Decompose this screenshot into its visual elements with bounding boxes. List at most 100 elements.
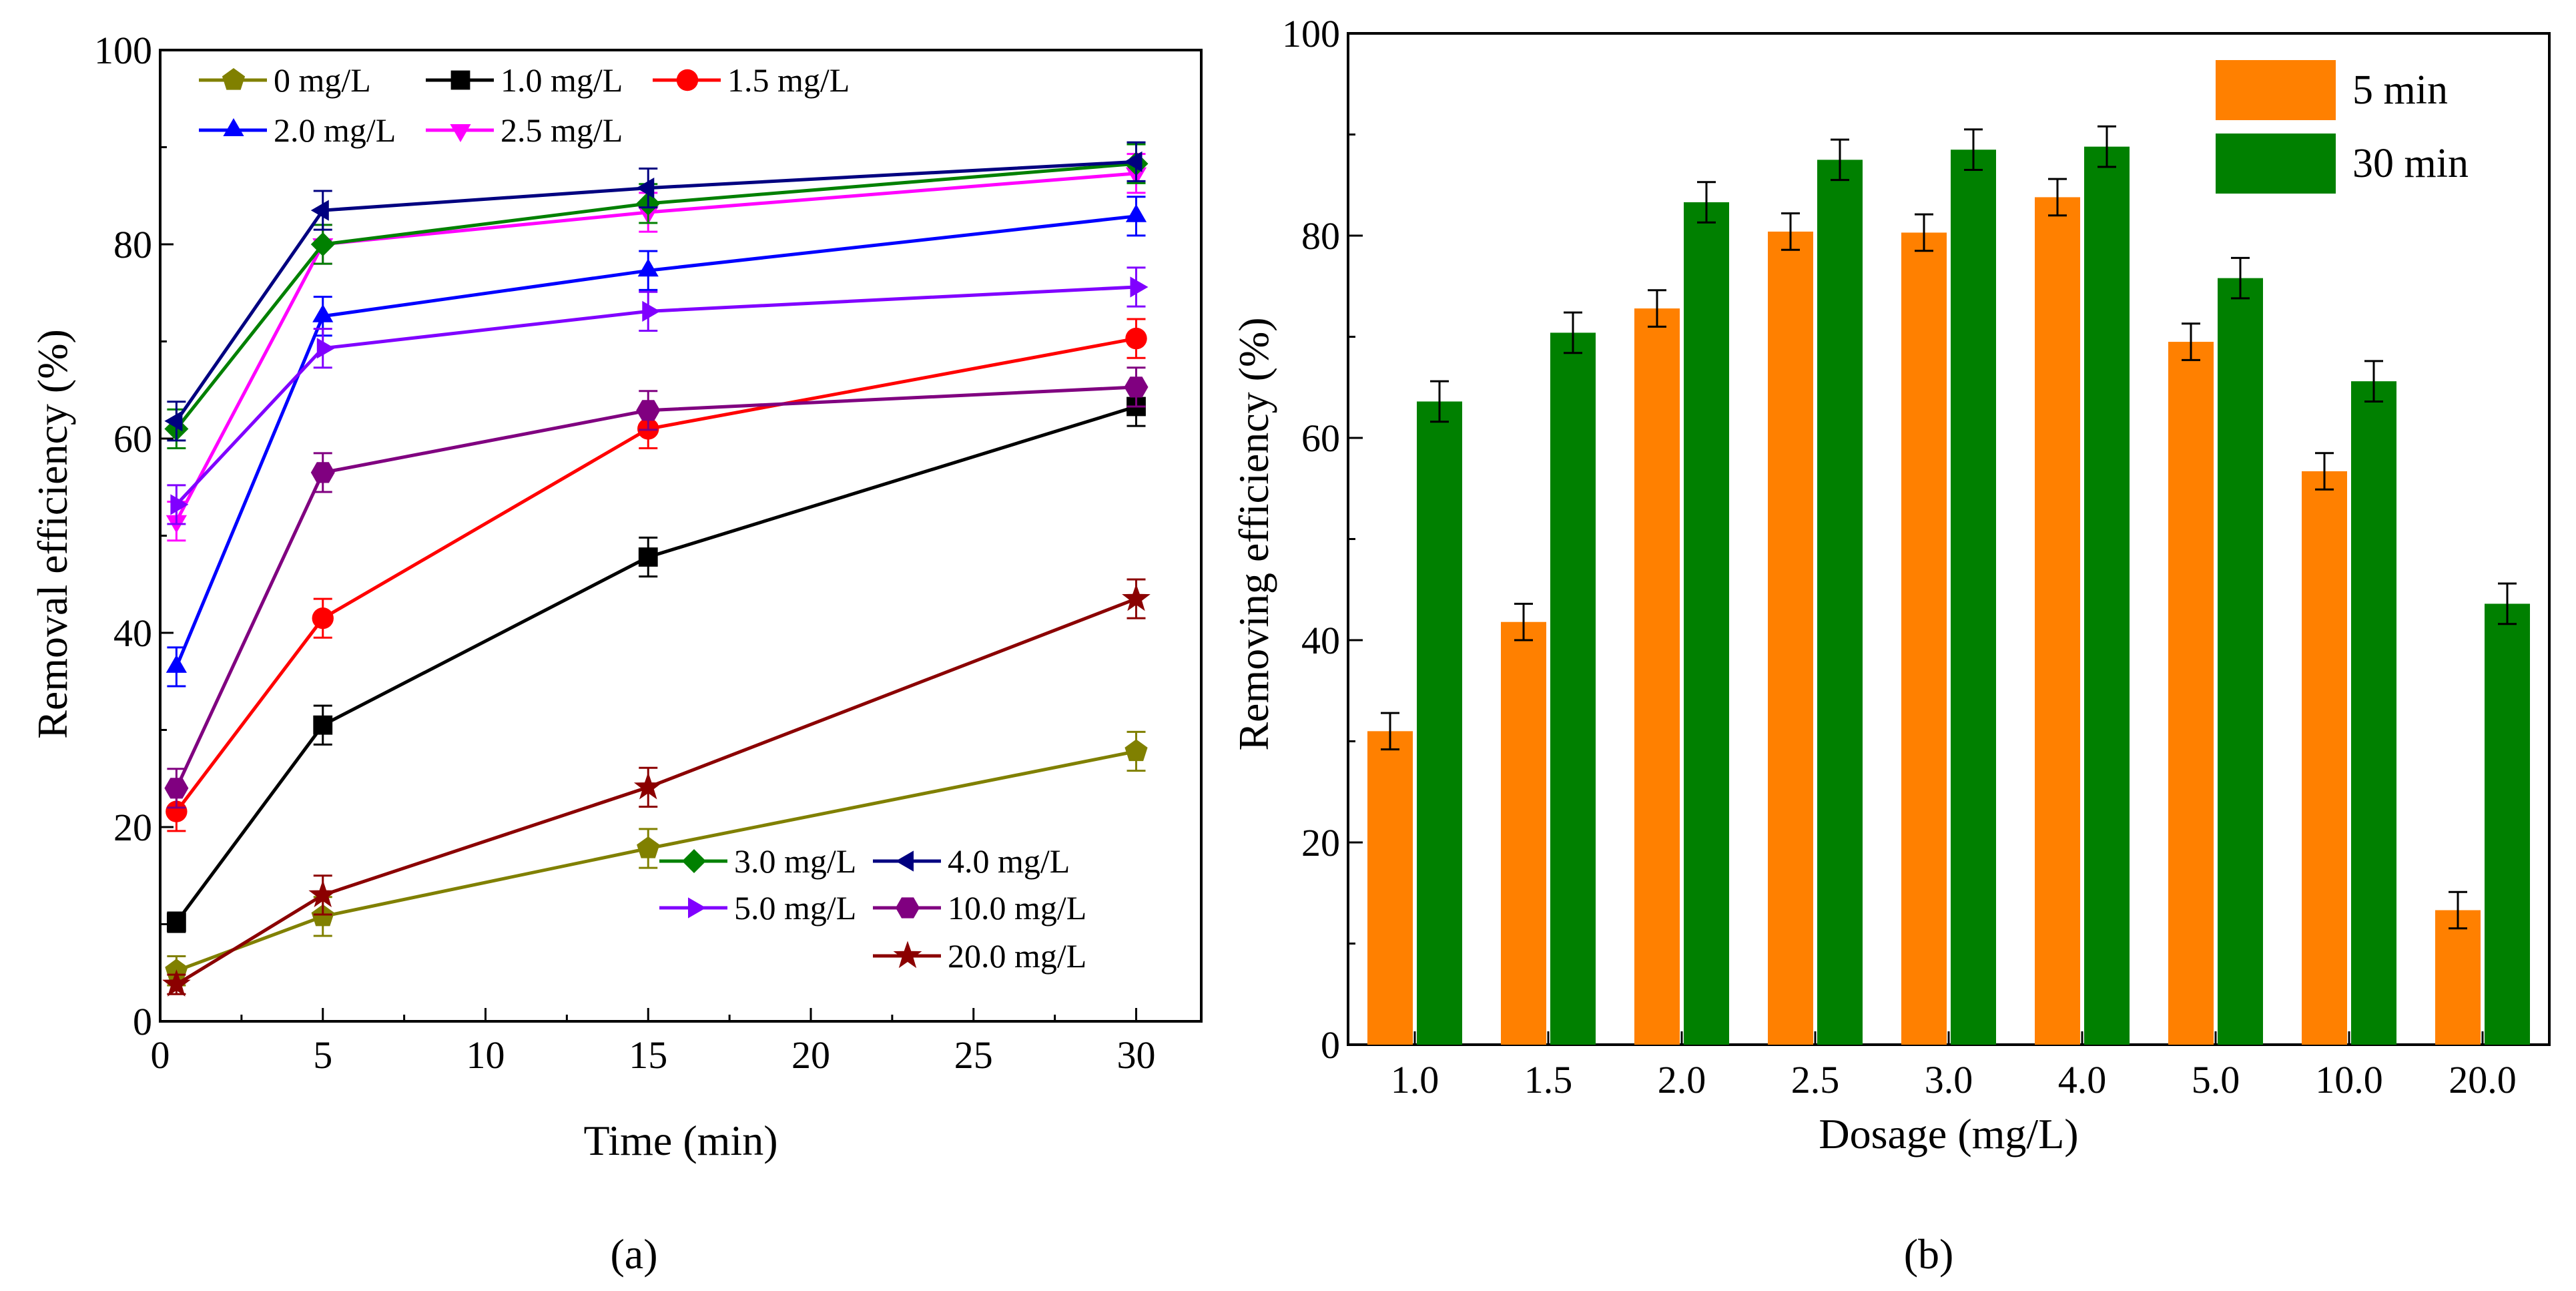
panel-a-x-tick-label: 0 (151, 1033, 170, 1077)
bar-5-min (1901, 232, 1947, 1045)
bar-30-min (2485, 603, 2530, 1045)
series-line (175, 172, 1137, 522)
bar-30-min (1417, 401, 1462, 1045)
data-point (313, 715, 333, 735)
panel-a-y-tick-label: 60 (113, 417, 152, 461)
data-point (636, 178, 655, 199)
panel-b-x-tick-label: 10.0 (2315, 1058, 2383, 1101)
legend-label: 30 min (2352, 141, 2469, 186)
legend-marker (450, 70, 470, 90)
series-3-0-mg-L (164, 143, 1149, 450)
legend-item: 3.0 mg/L (659, 842, 856, 880)
legend-marker (688, 897, 706, 919)
data-point (312, 607, 334, 629)
bar-30-min (2218, 278, 2263, 1045)
legend-label: 5 min (2352, 67, 2448, 113)
legend-label: 1.5 mg/L (727, 61, 850, 99)
series-4-0-mg-L (164, 141, 1146, 442)
panel-a-y-tick-label: 20 (113, 806, 152, 849)
panel-b-y-tick-label: 0 (1321, 1023, 1340, 1067)
panel-b-x-tick-label: 2.5 (1791, 1058, 1840, 1101)
bar-5-min (2168, 342, 2214, 1045)
data-point (636, 400, 661, 421)
data-point (166, 913, 186, 932)
panel-a-x-axis-title: Time (min) (584, 1117, 778, 1164)
data-point (1130, 276, 1149, 298)
panel-a-x-tick-label: 30 (1117, 1033, 1156, 1077)
panel-a-y-axis-title: Removal efficiency (%) (29, 329, 76, 739)
panel-b-x-tick-label: 20.0 (2449, 1058, 2517, 1101)
bar-5-min (1501, 621, 1546, 1045)
bar-5-min (1634, 308, 1680, 1045)
legend-marker (896, 850, 914, 872)
legend-marker (450, 124, 471, 142)
bar-30-min (1684, 202, 1729, 1045)
panel-a-x-tick-label: 10 (466, 1033, 505, 1077)
series-20-0-mg-L (162, 578, 1151, 997)
panel-b-x-tick-label: 3.0 (1925, 1058, 1973, 1101)
legend-item: 1.0 mg/L (426, 61, 623, 99)
data-point (1125, 327, 1147, 350)
legend-swatch (2216, 60, 2336, 120)
legend-item: 5 min (2216, 60, 2448, 120)
panel-b-y-axis-title: Removing efficiency (%) (1230, 317, 1277, 750)
panel-b-y-tick-label: 80 (1301, 214, 1340, 258)
data-point (310, 462, 335, 483)
legend-marker (222, 68, 246, 90)
data-point (166, 654, 187, 673)
panel-b-label: (b) (1904, 1230, 1954, 1278)
data-point (1124, 739, 1148, 762)
bar-30-min (1550, 332, 1596, 1045)
panel-a-line-chart: 0 5 10 15 20 25 30 0 20 40 60 80 100 0 mg/L 1.0 mg/L 1… (29, 29, 1203, 1278)
data-point (633, 772, 663, 800)
legend-item: 2.5 mg/L (426, 111, 623, 149)
data-point (637, 258, 659, 277)
bar-30-min (2351, 381, 2396, 1045)
panel-a-y-tick-label: 40 (113, 611, 152, 655)
legend-label: 10.0 mg/L (948, 889, 1086, 927)
bar-5-min (2435, 910, 2481, 1045)
legend-item: 2.0 mg/L (199, 111, 396, 149)
legend-item: 1.5 mg/L (653, 61, 850, 99)
data-point (308, 880, 338, 908)
legend-label: 2.5 mg/L (501, 111, 623, 149)
series-line (175, 385, 1137, 789)
data-point (162, 969, 191, 997)
panel-b-y-tick-label: 100 (1282, 12, 1340, 55)
panel-a-y-tick-label: 0 (133, 1000, 152, 1043)
bar-5-min (1768, 231, 1813, 1045)
series-line (175, 160, 1137, 423)
data-point (310, 200, 329, 221)
legend-marker (893, 941, 922, 969)
series-2-5-mg-L (166, 153, 1147, 542)
legend-marker (676, 69, 699, 91)
series-line (176, 597, 1137, 986)
data-point (164, 778, 189, 799)
panel-b-y-tick-label: 60 (1301, 417, 1340, 460)
series-line (175, 162, 1137, 431)
bar-5-min (1367, 731, 1413, 1045)
legend-label: 4.0 mg/L (948, 842, 1070, 880)
data-point (1122, 583, 1151, 611)
series-5-0-mg-L (167, 266, 1149, 525)
panel-b-bar-chart: 0 20 40 60 80 100 1.0 1.5 2.0 2.5 3.0 4.0 5.0 10.0 20.… (1230, 12, 2551, 1278)
panel-b-x-tick-label: 1.5 (1524, 1058, 1573, 1101)
data-point (1125, 204, 1147, 222)
panel-a-y-tick-label: 100 (94, 29, 152, 72)
legend-label: 0 mg/L (274, 61, 371, 99)
legend-label: 3.0 mg/L (734, 842, 856, 880)
series-line (175, 285, 1137, 506)
data-point (637, 836, 660, 858)
panel-a-label: (a) (610, 1230, 657, 1278)
panel-a-x-tick-label: 25 (954, 1033, 993, 1077)
data-point (316, 338, 335, 359)
legend-label: 2.0 mg/L (274, 111, 396, 149)
legend-marker (896, 897, 920, 919)
legend-label: 20.0 mg/L (948, 937, 1086, 975)
legend-item: 30 min (2216, 134, 2469, 194)
legend-marker (223, 118, 244, 136)
data-point (164, 411, 183, 432)
legend-item: 10.0 mg/L (873, 889, 1086, 927)
bar-30-min (1817, 160, 1863, 1045)
